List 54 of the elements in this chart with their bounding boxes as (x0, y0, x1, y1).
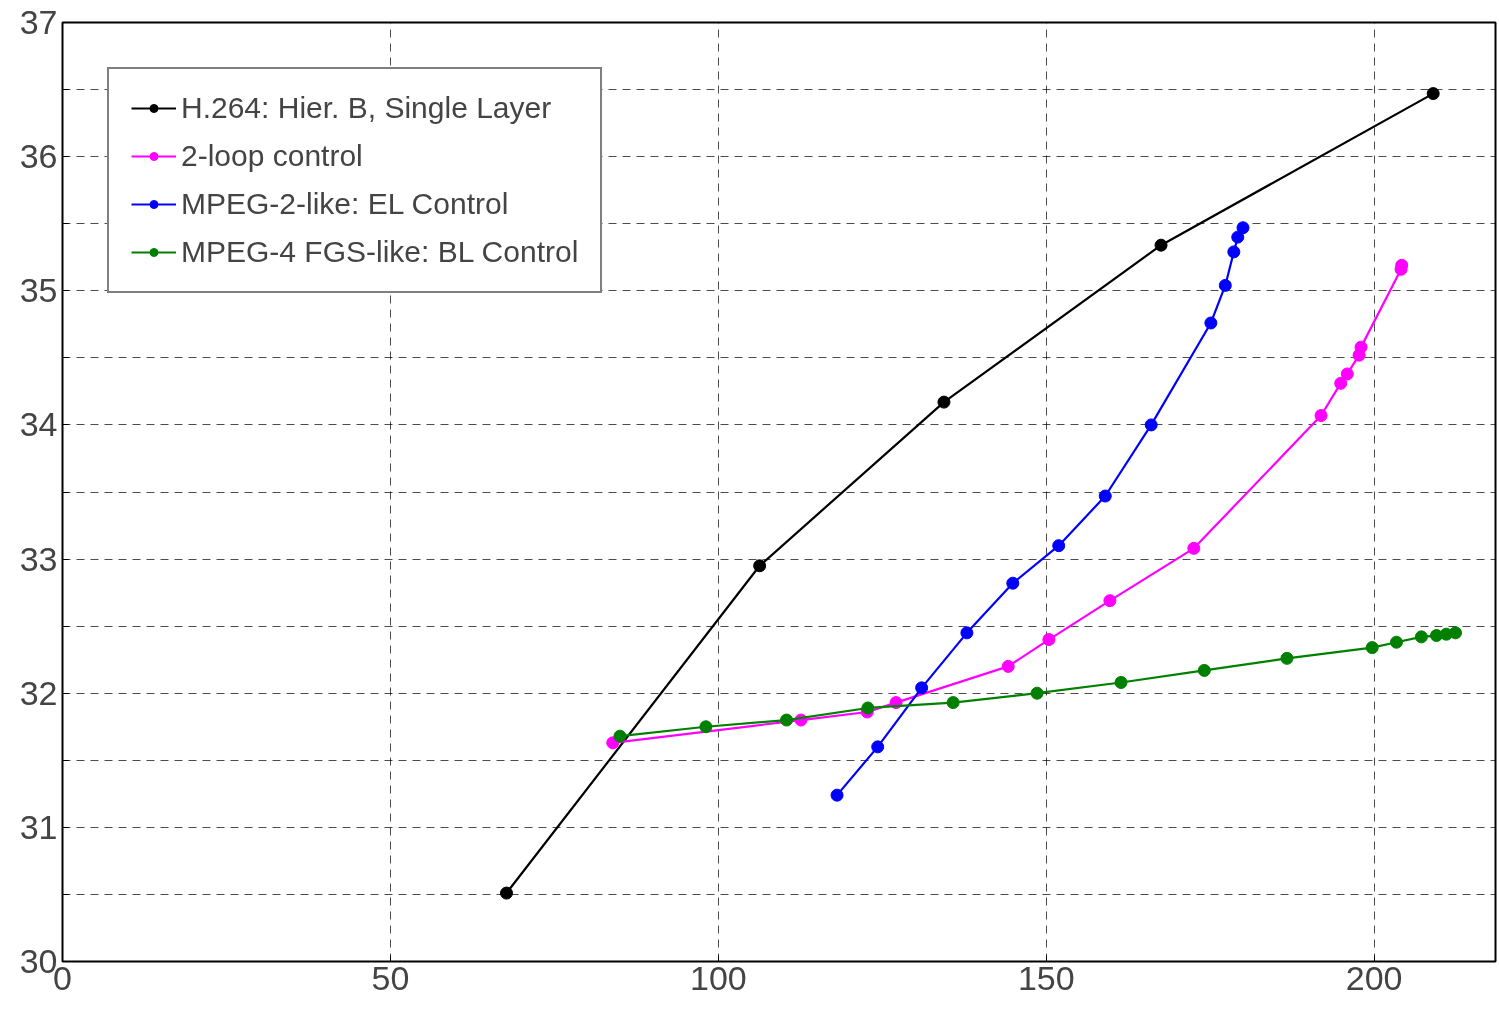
point (1227, 245, 1241, 259)
point (1389, 635, 1403, 649)
point (937, 395, 951, 409)
legend-label: 2-loop control (181, 139, 363, 173)
x-tick-label: 200 (1345, 958, 1403, 997)
point (861, 701, 875, 715)
point (1187, 541, 1201, 555)
point (960, 626, 974, 640)
point (1314, 409, 1328, 423)
point (1448, 626, 1462, 640)
point (1340, 367, 1354, 381)
point (1154, 238, 1168, 252)
legend-label: H.264: Hier. B, Single Layer (181, 91, 552, 125)
point (1098, 489, 1112, 503)
point (1426, 87, 1440, 101)
point (1334, 376, 1348, 390)
point (780, 713, 794, 727)
point (946, 696, 960, 710)
point (1414, 630, 1428, 644)
point (1231, 230, 1245, 244)
point (1042, 633, 1056, 647)
point (1218, 278, 1232, 292)
point (1006, 576, 1020, 590)
y-tick-label: 35 (19, 271, 58, 310)
point (1103, 594, 1117, 608)
point (500, 886, 513, 900)
point (1365, 641, 1379, 655)
point (1236, 221, 1250, 235)
y-tick-label: 37 (19, 3, 58, 41)
y-tick-label: 33 (19, 539, 58, 578)
point (1280, 651, 1294, 665)
point (753, 559, 767, 573)
point (830, 788, 844, 802)
legend-label: MPEG-4 FGS-like: BL Control (181, 235, 579, 269)
y-tick-label: 34 (19, 405, 58, 444)
legend-label: MPEG-2-like: EL Control (181, 187, 509, 221)
point (699, 720, 713, 734)
point (871, 740, 885, 754)
point (1052, 539, 1066, 553)
point (1197, 663, 1211, 677)
y-tick-label: 32 (19, 673, 58, 712)
y-tick-label: 31 (19, 807, 58, 846)
point (1030, 686, 1044, 700)
point (1001, 659, 1015, 673)
x-tick-label: 100 (689, 958, 747, 997)
x-tick-label: 150 (1017, 958, 1075, 997)
point (1204, 316, 1218, 330)
point (1114, 675, 1128, 689)
point (613, 729, 627, 743)
point (1354, 340, 1368, 354)
y-tick-label: 36 (19, 137, 58, 176)
x-tick-label: 50 (371, 958, 410, 997)
point (915, 681, 929, 695)
point (1144, 418, 1158, 432)
